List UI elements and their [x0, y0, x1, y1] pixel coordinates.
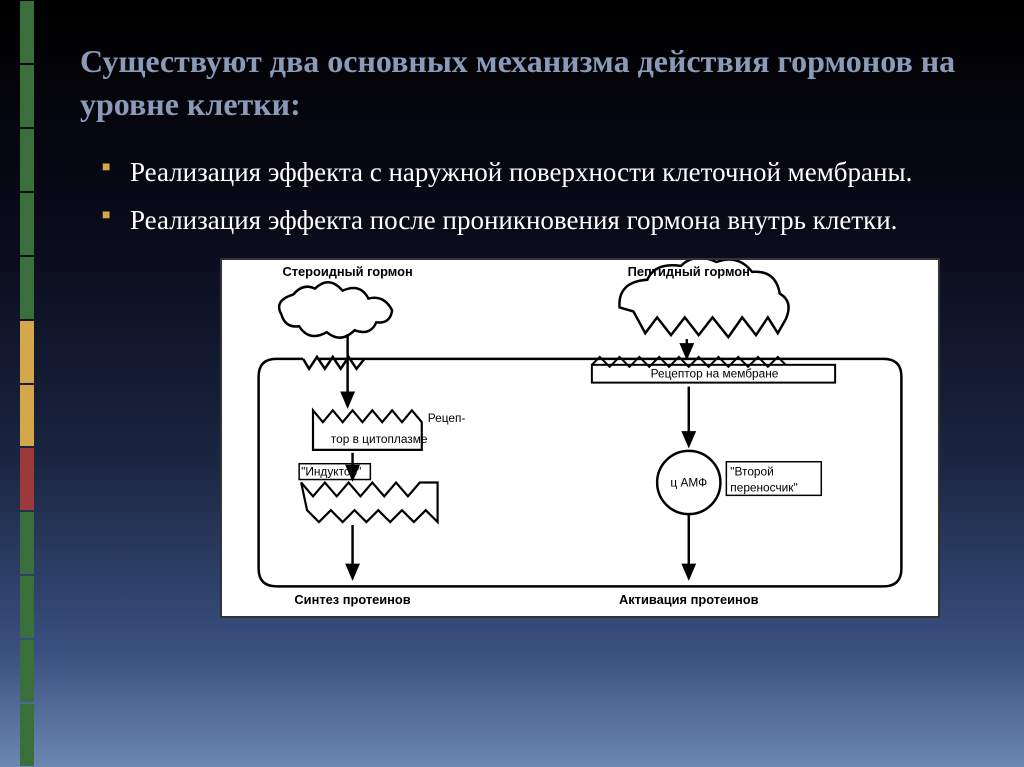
- label-receptor-membrane: Рецептор на мембране: [651, 367, 779, 381]
- slide-title: Существуют два основных механизма действ…: [80, 40, 964, 126]
- label-peptide: Пептидный гормон: [628, 264, 750, 279]
- accent-seg: [20, 576, 34, 638]
- label-receptor-cyto-1: Рецеп-: [428, 411, 466, 425]
- accent-seg: [20, 1, 34, 63]
- label-second-2: переносчик": [730, 480, 797, 494]
- label-synthesis: Синтез протеинов: [294, 592, 410, 607]
- bullet-text: Реализация эффекта с наружной поверхност…: [130, 157, 912, 187]
- accent-seg: [20, 257, 34, 319]
- accent-seg: [20, 129, 34, 191]
- accent-seg: [20, 640, 34, 702]
- bullet-text: Реализация эффекта после проникновения г…: [130, 205, 897, 235]
- accent-seg: [20, 704, 34, 766]
- bullet-list: Реализация эффекта с наружной поверхност…: [80, 154, 964, 240]
- label-second-1: "Второй: [730, 465, 773, 479]
- diagram-svg: Стероидный гормон Пептидный гормон Рецеп…: [222, 260, 938, 616]
- steroid-shape: [279, 282, 392, 337]
- hormone-mechanism-diagram: Стероидный гормон Пептидный гормон Рецеп…: [220, 258, 940, 618]
- bullet-item: Реализация эффекта после проникновения г…: [108, 202, 964, 240]
- bullet-item: Реализация эффекта с наружной поверхност…: [108, 154, 964, 192]
- label-activation: Активация протеинов: [619, 592, 759, 607]
- accent-seg: [20, 385, 34, 447]
- accent-seg: [20, 448, 34, 510]
- label-steroid: Стероидный гормон: [282, 264, 412, 279]
- accent-seg: [20, 65, 34, 127]
- label-camp: ц АМФ: [670, 475, 707, 489]
- slide-content: Существуют два основных механизма действ…: [0, 0, 1024, 638]
- accent-bar: [20, 0, 34, 767]
- label-receptor-cyto-2: тор в цитоплазме: [331, 432, 428, 446]
- accent-seg: [20, 193, 34, 255]
- inductor-box: [301, 482, 437, 522]
- accent-seg: [20, 512, 34, 574]
- accent-seg: [20, 321, 34, 383]
